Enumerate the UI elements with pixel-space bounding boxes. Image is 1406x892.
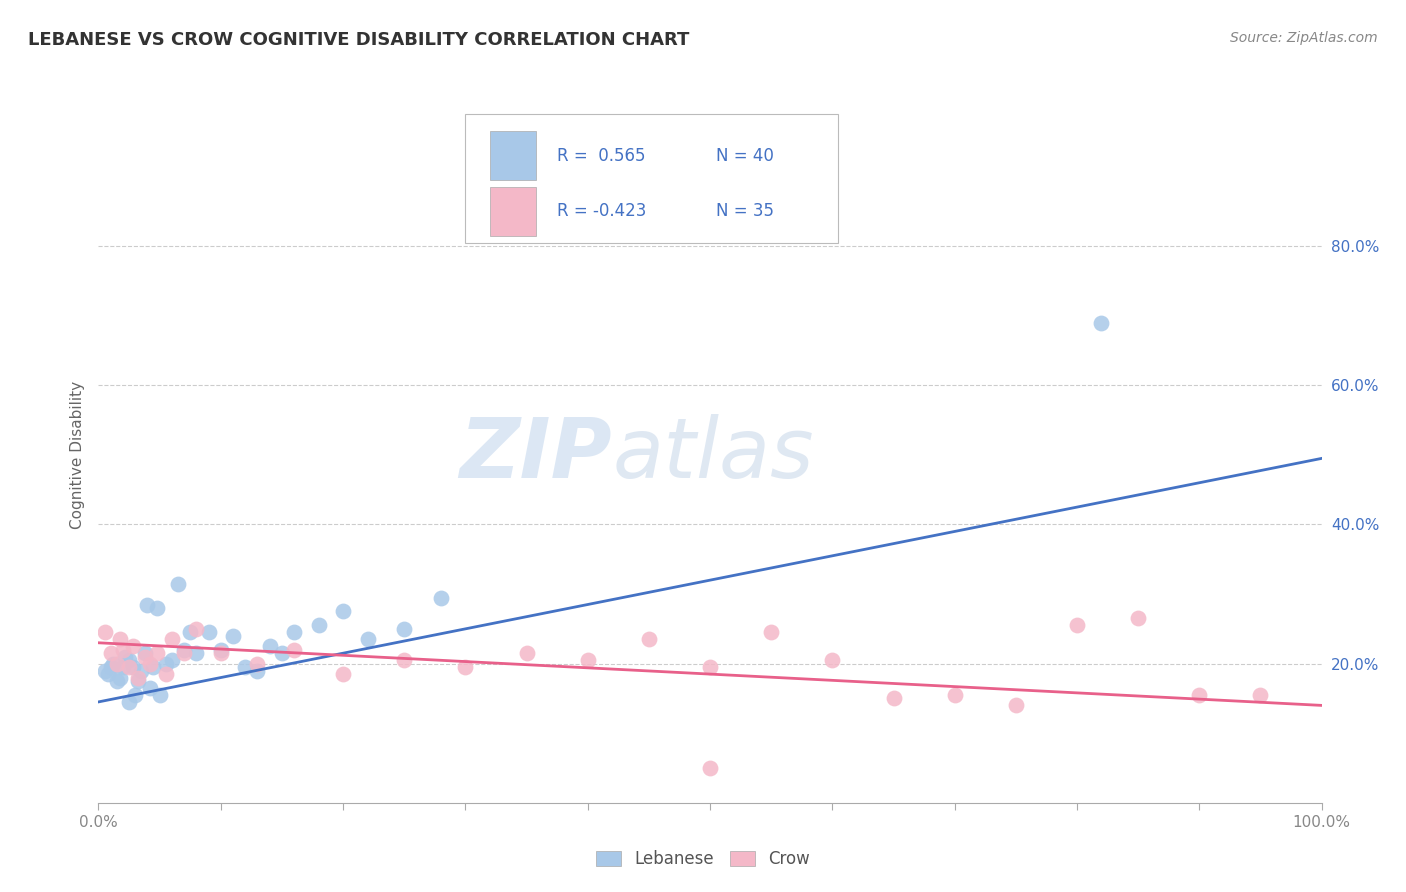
Point	[134, 649, 156, 664]
Point	[134, 646, 156, 660]
Text: Source: ZipAtlas.com: Source: ZipAtlas.com	[1230, 31, 1378, 45]
Point	[129, 664, 152, 678]
Point	[139, 681, 162, 695]
Point	[146, 601, 169, 615]
Point	[105, 674, 128, 689]
Point	[1004, 698, 1026, 713]
Point	[173, 646, 195, 660]
Point	[270, 646, 294, 660]
Point	[392, 653, 416, 667]
Point	[118, 653, 141, 667]
Point	[121, 660, 143, 674]
Point	[93, 664, 115, 678]
Point	[392, 622, 416, 636]
Point	[356, 632, 378, 647]
Point	[127, 674, 149, 689]
Point	[93, 625, 115, 640]
Point	[100, 660, 122, 674]
Point	[155, 657, 177, 671]
Point	[1188, 688, 1211, 702]
Text: N = 40: N = 40	[716, 147, 775, 165]
Point	[155, 667, 177, 681]
Point	[173, 642, 195, 657]
Point	[118, 660, 141, 674]
Point	[142, 660, 165, 674]
Point	[110, 671, 132, 685]
Y-axis label: Cognitive Disability: Cognitive Disability	[69, 381, 84, 529]
Point	[761, 625, 783, 640]
Point	[111, 660, 134, 674]
Point	[186, 646, 208, 660]
Point	[222, 629, 245, 643]
Point	[699, 660, 721, 674]
Point	[139, 657, 162, 671]
Point	[1090, 316, 1112, 330]
Point	[127, 671, 149, 685]
Point	[515, 646, 537, 660]
Point	[209, 646, 232, 660]
Text: LEBANESE VS CROW COGNITIVE DISABILITY CORRELATION CHART: LEBANESE VS CROW COGNITIVE DISABILITY CO…	[28, 31, 689, 49]
Point	[167, 576, 190, 591]
Point	[332, 605, 354, 619]
Legend: Lebanese, Crow: Lebanese, Crow	[589, 844, 817, 875]
Point	[121, 639, 143, 653]
Point	[111, 642, 134, 657]
Point	[149, 688, 172, 702]
FancyBboxPatch shape	[465, 114, 838, 243]
Point	[283, 625, 305, 640]
Text: atlas: atlas	[612, 415, 814, 495]
Point	[136, 598, 159, 612]
Point	[246, 664, 269, 678]
Point	[637, 632, 661, 647]
Point	[160, 653, 183, 667]
Point	[454, 660, 477, 674]
Point	[179, 625, 201, 640]
Point	[209, 642, 232, 657]
Text: N = 35: N = 35	[716, 202, 775, 220]
Point	[259, 639, 281, 653]
Point	[146, 646, 169, 660]
Point	[118, 695, 141, 709]
Point	[114, 649, 136, 664]
Point	[186, 622, 208, 636]
Point	[160, 632, 183, 647]
Text: ZIP: ZIP	[460, 415, 612, 495]
Point	[233, 660, 256, 674]
Point	[1066, 618, 1088, 632]
Point	[332, 667, 354, 681]
Point	[576, 653, 599, 667]
Point	[100, 646, 122, 660]
Point	[699, 761, 721, 775]
Point	[1128, 611, 1150, 625]
Text: R =  0.565: R = 0.565	[557, 147, 645, 165]
Point	[110, 632, 132, 647]
Point	[430, 591, 453, 605]
Point	[246, 657, 269, 671]
FancyBboxPatch shape	[489, 131, 536, 180]
Point	[283, 642, 305, 657]
Point	[105, 657, 128, 671]
Text: R = -0.423: R = -0.423	[557, 202, 647, 220]
Point	[1249, 688, 1271, 702]
Point	[124, 688, 146, 702]
Point	[197, 625, 219, 640]
Point	[821, 653, 844, 667]
Point	[97, 667, 120, 681]
Point	[308, 618, 330, 632]
Point	[101, 657, 124, 671]
Point	[883, 691, 905, 706]
FancyBboxPatch shape	[489, 187, 536, 235]
Point	[943, 688, 966, 702]
